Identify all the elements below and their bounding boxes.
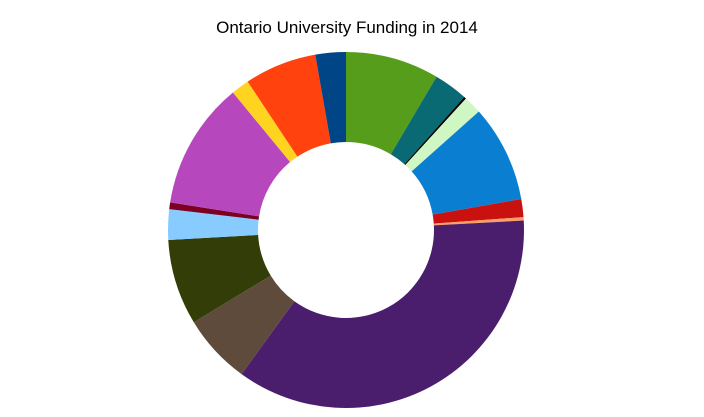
chart-title: Ontario University Funding in 2014	[216, 18, 478, 37]
donut-slice-5	[411, 111, 522, 215]
donut-slice-4	[405, 98, 479, 172]
donut-slice-10	[168, 234, 271, 323]
donut-slices	[168, 52, 524, 408]
donut-slice-11	[168, 209, 259, 241]
donut-slice-9	[193, 275, 295, 375]
donut-slice-16	[315, 52, 346, 144]
donut-slice-15	[247, 54, 331, 157]
donut-slice-12	[169, 202, 260, 220]
donut-slice-7	[433, 217, 524, 226]
donut-slice-13	[170, 92, 291, 217]
donut-slice-8	[241, 220, 524, 408]
donut-slice-3	[404, 96, 466, 165]
donut-slice-14	[232, 81, 298, 163]
donut-slice-1	[346, 52, 437, 155]
donut-slice-2	[390, 76, 465, 165]
donut-slice-6	[432, 198, 524, 224]
